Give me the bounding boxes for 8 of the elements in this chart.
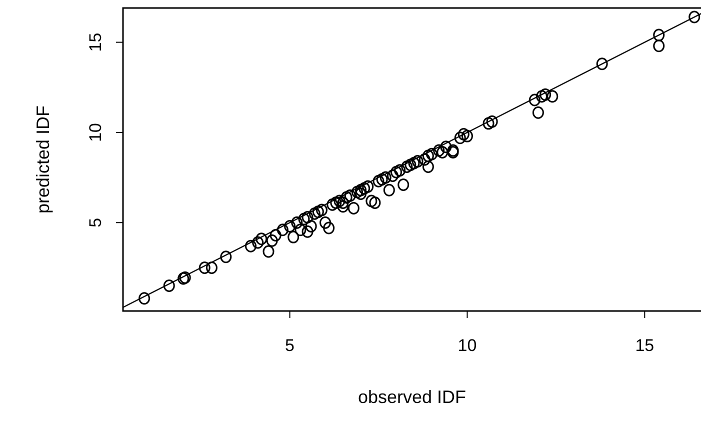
- x-axis-title: observed IDF: [358, 387, 466, 407]
- x-tick-label: 10: [458, 336, 477, 355]
- x-tick-label: 15: [635, 336, 654, 355]
- y-axis-title: predicted IDF: [33, 105, 53, 214]
- y-tick-label: 5: [86, 218, 105, 228]
- y-tick-label: 10: [86, 122, 105, 142]
- x-tick-label: 5: [285, 336, 295, 355]
- y-tick-label: 15: [86, 32, 105, 52]
